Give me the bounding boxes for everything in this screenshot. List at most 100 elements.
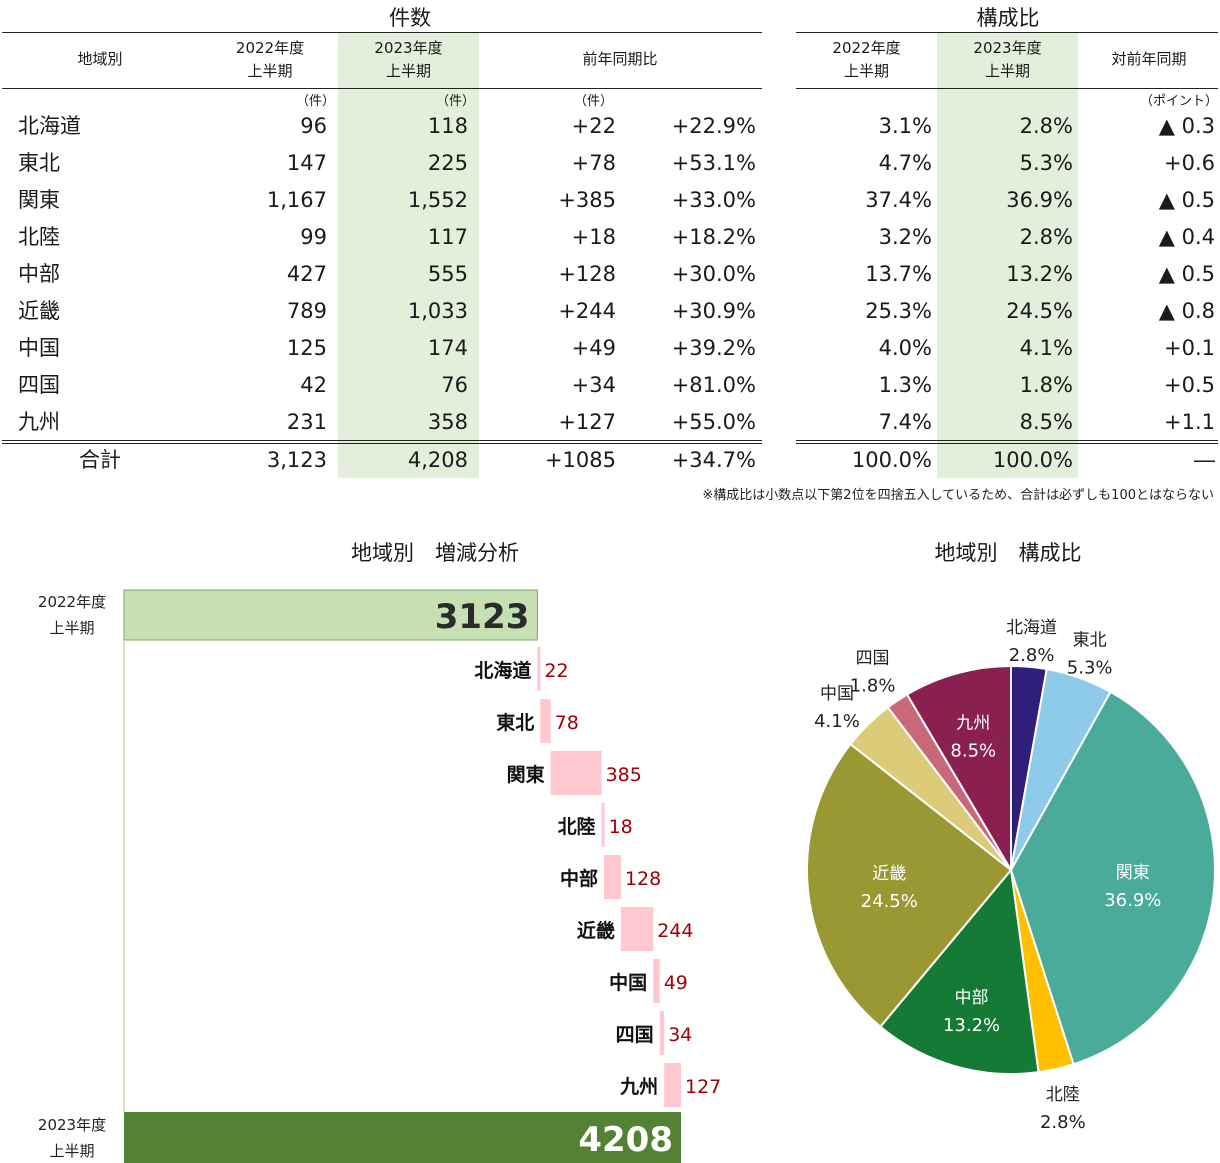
row-s2023-cell: 2.8% bbox=[1019, 225, 1073, 249]
row-sdiff-cell: +0.5 bbox=[1164, 373, 1215, 397]
waterfall-category-label: 北海道 bbox=[474, 659, 531, 682]
row-pct-cell: +55.0% bbox=[671, 410, 756, 434]
total-c2023-cell: 4,208 bbox=[407, 448, 468, 472]
row-diff-cell: +49 bbox=[571, 336, 616, 360]
waterfall-delta-value: 127 bbox=[685, 1076, 721, 1098]
pie-slice-value: 8.5% bbox=[950, 740, 996, 761]
waterfall-end-label: 2023年度 bbox=[38, 1116, 106, 1134]
row-c2023-cell: 358 bbox=[427, 410, 468, 434]
row-pct-cell: +30.0% bbox=[671, 262, 756, 286]
row-c2022-cell: 231 bbox=[286, 410, 327, 434]
waterfall-delta-value: 34 bbox=[668, 1024, 692, 1046]
waterfall-start-value: 3123 bbox=[435, 597, 530, 637]
row-pct-cell: +39.2% bbox=[671, 336, 756, 360]
waterfall-delta-value: 385 bbox=[606, 764, 642, 786]
unit-point: （ポイント） bbox=[1140, 94, 1219, 109]
row-region-cell: 北陸 bbox=[18, 225, 60, 249]
highlight-2023-column bbox=[338, 33, 479, 478]
pie-slice-label: 東北 bbox=[1073, 631, 1107, 651]
row-c2023-cell: 76 bbox=[441, 373, 468, 397]
header-region: 地域別 bbox=[77, 50, 123, 68]
waterfall-start-label: 2022年度 bbox=[38, 593, 106, 611]
row-s2023-cell: 5.3% bbox=[1019, 151, 1073, 175]
pie-slice-label: 関東 bbox=[1116, 863, 1150, 883]
pie-slice-value: 24.5% bbox=[861, 891, 918, 912]
share-total-rule-1 bbox=[796, 440, 1218, 441]
pie-slice-label: 近畿 bbox=[872, 864, 906, 884]
row-pct-cell: +81.0% bbox=[671, 373, 756, 397]
pie-title: 地域別 構成比 bbox=[934, 541, 1082, 565]
pie-slice bbox=[1009, 690, 1216, 1066]
row-c2023-cell: 118 bbox=[427, 114, 468, 138]
row-c2023-cell: 555 bbox=[427, 262, 468, 286]
pie-slice-value: 1.8% bbox=[850, 676, 896, 697]
waterfall-delta-bar bbox=[664, 1063, 681, 1107]
row-s2022-cell: 3.1% bbox=[878, 114, 932, 138]
pie-slice bbox=[878, 867, 1040, 1075]
pie-slice-label: 北海道 bbox=[1006, 618, 1057, 638]
waterfall-category-label: 東北 bbox=[496, 711, 534, 734]
row-c2023-cell: 174 bbox=[427, 336, 468, 360]
waterfall-delta-bar bbox=[550, 751, 602, 795]
row-s2022-cell: 4.0% bbox=[878, 336, 932, 360]
header-yoy: 前年同期比 bbox=[582, 50, 658, 68]
waterfall-end-bar bbox=[124, 1112, 681, 1163]
unit-2022: （件） bbox=[296, 94, 336, 109]
highlight-share-2023-column bbox=[937, 33, 1078, 478]
share-total-rule-2 bbox=[796, 443, 1218, 444]
waterfall-start-label-2: 上半期 bbox=[49, 619, 94, 637]
waterfall-delta-value: 18 bbox=[609, 816, 633, 838]
row-s2023-cell: 1.8% bbox=[1019, 373, 1073, 397]
footnote: ※構成比は小数点以下第2位を四捨五入しているため、合計は必ずしも100とはならな… bbox=[702, 488, 1214, 503]
row-diff-cell: +34 bbox=[571, 373, 616, 397]
pie-slice-value: 2.8% bbox=[1009, 645, 1055, 666]
header-2022: 2022年度 上半期 bbox=[235, 39, 305, 80]
row-diff-cell: +244 bbox=[558, 299, 616, 323]
header-share-2022: 2022年度 上半期 bbox=[832, 39, 901, 80]
counts-top-rule bbox=[2, 32, 762, 33]
row-sdiff-cell: ▲ 0.5 bbox=[1158, 188, 1215, 212]
row-s2023-cell: 36.9% bbox=[1006, 188, 1073, 212]
waterfall-category-label: 関東 bbox=[507, 763, 545, 786]
row-c2023-cell: 1,033 bbox=[407, 299, 468, 323]
pie-slice bbox=[905, 664, 1012, 874]
row-s2022-cell: 4.7% bbox=[878, 151, 932, 175]
row-pct-cell: +18.2% bbox=[671, 225, 756, 249]
header-2023: 2023年度 上半期 bbox=[374, 39, 443, 80]
waterfall-category-label: 中部 bbox=[560, 867, 598, 890]
waterfall-delta-bar bbox=[659, 1011, 665, 1055]
row-c2022-cell: 42 bbox=[300, 373, 327, 397]
row-c2023-cell: 1,552 bbox=[407, 188, 468, 212]
row-pct-cell: +53.1% bbox=[671, 151, 756, 175]
waterfall-delta-value: 49 bbox=[664, 972, 688, 994]
waterfall-end-label-2: 上半期 bbox=[49, 1142, 94, 1160]
row-diff-cell: +127 bbox=[558, 410, 616, 434]
waterfall-delta-value: 22 bbox=[544, 660, 568, 682]
row-region-cell: 四国 bbox=[18, 373, 60, 397]
row-region-cell: 関東 bbox=[18, 188, 60, 212]
row-s2022-cell: 1.3% bbox=[878, 373, 932, 397]
pie-slice-value: 13.2% bbox=[943, 1015, 1000, 1036]
row-s2022-cell: 37.4% bbox=[865, 188, 932, 212]
row-c2023-cell: 117 bbox=[427, 225, 468, 249]
pie-slice-label: 中国 bbox=[820, 684, 854, 704]
row-sdiff-cell: +0.1 bbox=[1164, 336, 1215, 360]
row-s2022-cell: 13.7% bbox=[865, 262, 932, 286]
row-c2022-cell: 427 bbox=[286, 262, 327, 286]
total-pct-cell: +34.7% bbox=[671, 448, 756, 472]
row-pct-cell: +22.9% bbox=[671, 114, 756, 138]
pie-slice-label: 中部 bbox=[955, 988, 989, 1008]
waterfall-category-label: 中国 bbox=[609, 971, 647, 994]
pie-slice bbox=[806, 742, 1013, 1029]
total-sdiff-cell: ― bbox=[1194, 448, 1215, 472]
row-s2023-cell: 4.1% bbox=[1019, 336, 1073, 360]
row-region-cell: 中部 bbox=[18, 262, 60, 286]
total-s2023-cell: 100.0% bbox=[992, 448, 1073, 472]
row-diff-cell: +128 bbox=[558, 262, 616, 286]
row-sdiff-cell: ▲ 0.4 bbox=[1158, 225, 1215, 249]
counts-section-title: 件数 bbox=[389, 6, 431, 30]
waterfall-end-value: 4208 bbox=[578, 1120, 673, 1160]
row-region-cell: 中国 bbox=[18, 336, 60, 360]
waterfall-delta-bar bbox=[620, 907, 654, 951]
waterfall-category-label: 北陸 bbox=[558, 815, 596, 838]
